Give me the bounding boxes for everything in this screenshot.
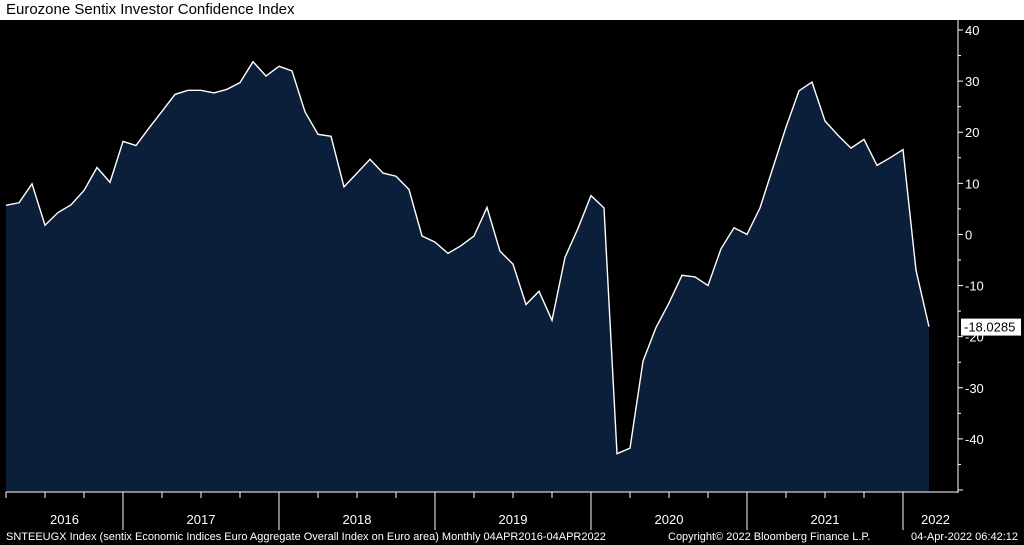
x-tick-label: 2017 — [187, 512, 216, 527]
footer-ticker: SNTEEUGX Index (sentix Economic Indices … — [6, 531, 606, 543]
series-line — [5, 60, 930, 455]
chart-title: Eurozone Sentix Investor Confidence Inde… — [6, 1, 295, 18]
y-tick-label: -40 — [965, 432, 984, 447]
x-tick-label: 2022 — [921, 512, 950, 527]
x-tick-label: 2020 — [655, 512, 684, 527]
x-tick-label: 2016 — [50, 512, 79, 527]
y-tick-label: 40 — [965, 23, 979, 38]
y-tick-label: -30 — [965, 381, 984, 396]
y-tick-label: 10 — [965, 176, 979, 191]
area-fill — [6, 61, 929, 492]
y-tick-label: -10 — [965, 279, 984, 294]
x-tick-label: 2018 — [343, 512, 372, 527]
last-value-badge: -18.0285 — [961, 318, 1021, 336]
footer-copyright: Copyright© 2022 Bloomberg Finance L.P. — [668, 531, 870, 543]
y-tick-label: 30 — [965, 74, 979, 89]
x-tick-label: 2019 — [499, 512, 528, 527]
last-value-box — [961, 318, 1021, 336]
last-value-label: -18.0285 — [964, 320, 1015, 335]
footer-timestamp: 04-Apr-2022 06:42:12 — [911, 531, 1018, 543]
y-tick-label: 0 — [965, 227, 972, 242]
y-tick-label: 20 — [965, 125, 979, 140]
x-ticks: 2016 2017 2018 2019 2020 2021 2022 — [5, 492, 950, 530]
title-bar: Eurozone Sentix Investor Confidence Inde… — [0, 0, 1024, 20]
x-tick-label: 2021 — [811, 512, 840, 527]
